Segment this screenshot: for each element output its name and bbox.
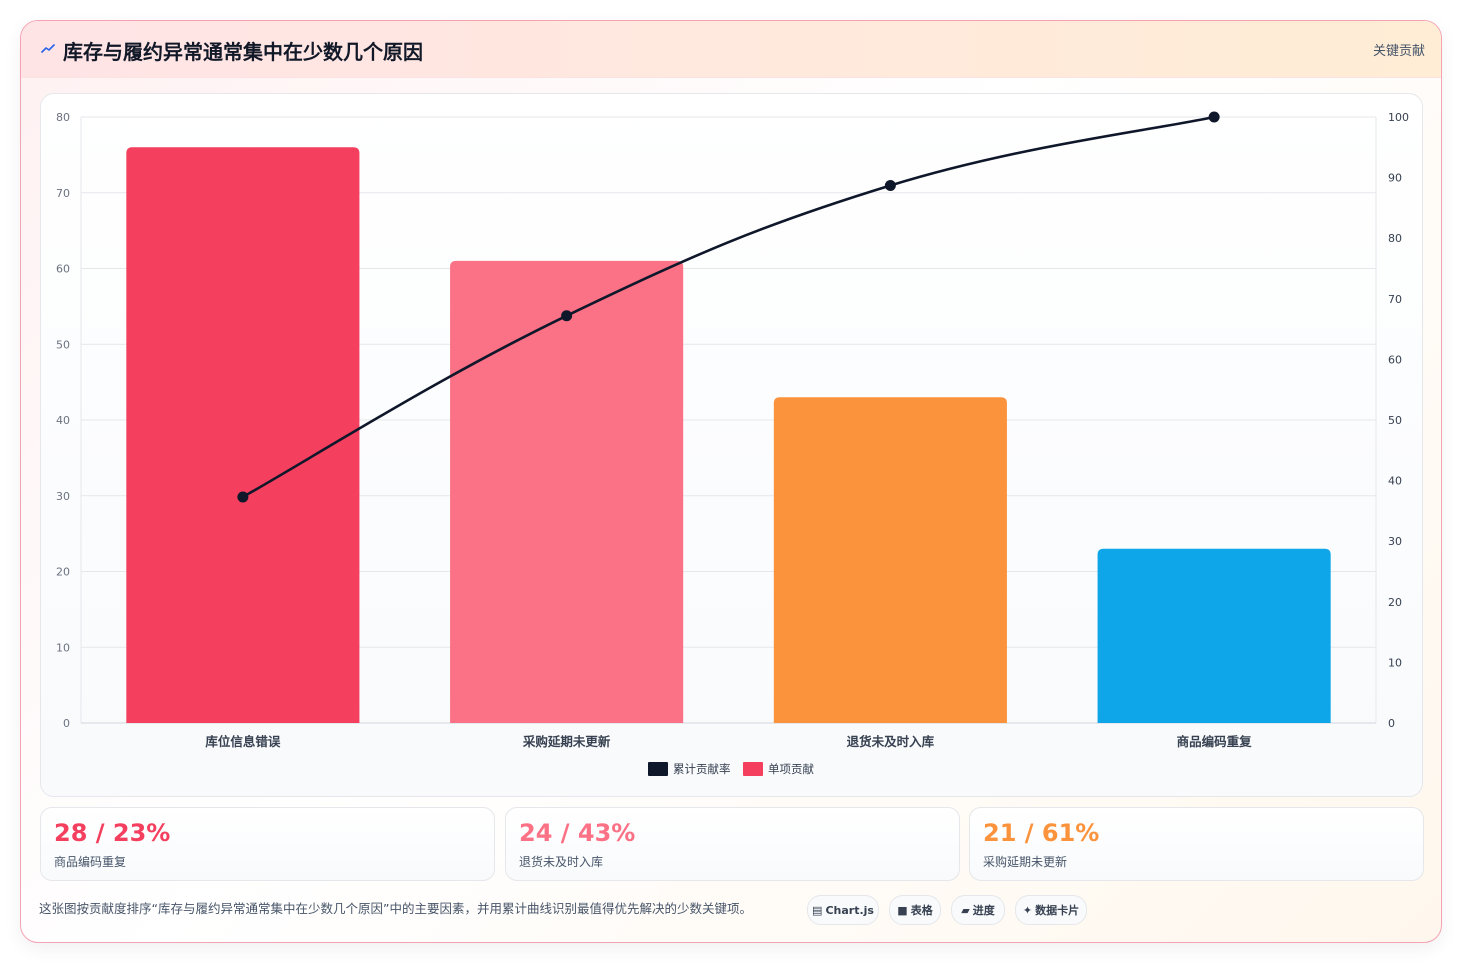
legend-label-cumulative: 累计贡献率 [673,762,731,776]
chip-label: Chart.js [825,903,874,917]
footer-description: 这张图按贡献度排序“库存与履约异常通常集中在少数几个原因”中的主要因素，并用累计… [39,901,752,916]
x-tick-label: 采购延期未更新 [522,734,611,749]
stat-card-1: 28 / 23% 商品编码重复 [40,807,495,881]
key-contribution-badge: 关键贡献 [1372,44,1425,59]
stat-value-3: 21 / 61% [983,819,1100,847]
chip-chartjs[interactable]: ▤ Chart.js [807,895,879,925]
stat-card-3: 21 / 61% 采购延期未更新 [969,807,1424,881]
card-header: 库存与履约异常通常集中在少数几个原因 关键贡献 [21,21,1441,78]
stat-value-2: 24 / 43% [519,819,636,847]
y-left-tick-label: 20 [56,566,70,579]
y-left-tick-label: 40 [56,414,70,427]
chip-label: 表格 [910,904,933,917]
chart-card: 库存与履约异常通常集中在少数几个原因 关键贡献 0 10 20 30 40 50 60 70 8… [20,20,1442,943]
sparkle-icon: ✦ [1022,903,1033,917]
y-right-tick-label: 100 [1388,111,1409,124]
card-title: 库存与履约异常通常集中在少数几个原因 [63,40,423,64]
chart-icon: ▤ [812,903,823,917]
y-left-tick-label: 80 [56,111,70,124]
stat-value-1: 28 / 23% [54,819,171,847]
x-tick-label: 库位信息错误 [205,734,281,749]
stat-label-2: 退货未及时入库 [519,855,604,869]
bar [1097,548,1331,723]
chip-label: 进度 [972,904,995,917]
y-right-tick-label: 70 [1388,293,1402,306]
bar [450,260,684,723]
y-left-tick-label: 10 [56,641,70,654]
bar [773,397,1007,723]
cumulative-point [237,491,249,503]
chip-label: 数据卡片 [1035,904,1080,917]
y-right-tick-label: 40 [1388,475,1402,488]
y-right-tick-label: 20 [1388,596,1402,609]
y-left-tick-label: 30 [56,490,70,503]
y-left-tick-label: 70 [56,187,70,200]
chip-table[interactable]: ■ 表格 [889,895,941,925]
stat-label-1: 商品编码重复 [54,855,127,869]
x-tick-label: 商品编码重复 [1177,734,1253,749]
stat-label-3: 采购延期未更新 [983,855,1068,869]
y-right-tick-label: 10 [1388,656,1402,669]
cumulative-point [561,310,573,322]
progress-icon: ▰ [961,903,970,917]
table-icon: ■ [897,903,908,917]
pareto-chart: 0 10 20 30 40 50 60 70 80 0 10 20 30 40 50 60 70 80 90 100 库… [40,93,1423,797]
chip-progress[interactable]: ▰ 进度 [951,895,1005,925]
y-left-tick-label: 50 [56,338,70,351]
y-right-tick-label: 90 [1388,172,1402,185]
legend-swatch-single [743,762,763,776]
chip-data-cards[interactable]: ✦ 数据卡片 [1015,895,1087,925]
cumulative-point [884,179,896,191]
bar [126,147,360,724]
x-tick-label: 退货未及时入库 [847,734,935,749]
cumulative-line [242,115,1215,499]
y-right-tick-label: 80 [1388,232,1402,245]
legend-label-single: 单项贡献 [768,762,814,776]
y-left-tick-label: 60 [56,263,70,276]
y-right-tick-label: 30 [1388,535,1402,548]
y-right-tick-label: 60 [1388,353,1402,366]
chart-svg: 0 10 20 30 40 50 60 70 80 0 10 20 30 40 50 60 70 80 90 100 库… [56,111,1409,776]
trend-line-icon [41,44,55,53]
stat-card-2: 24 / 43% 退货未及时入库 [505,807,960,881]
legend-swatch-cumulative [648,762,668,776]
y-right-tick-label: 0 [1388,717,1395,730]
cumulative-point [1208,111,1220,123]
y-left-tick-label: 0 [63,717,70,730]
y-right-tick-label: 50 [1388,414,1402,427]
